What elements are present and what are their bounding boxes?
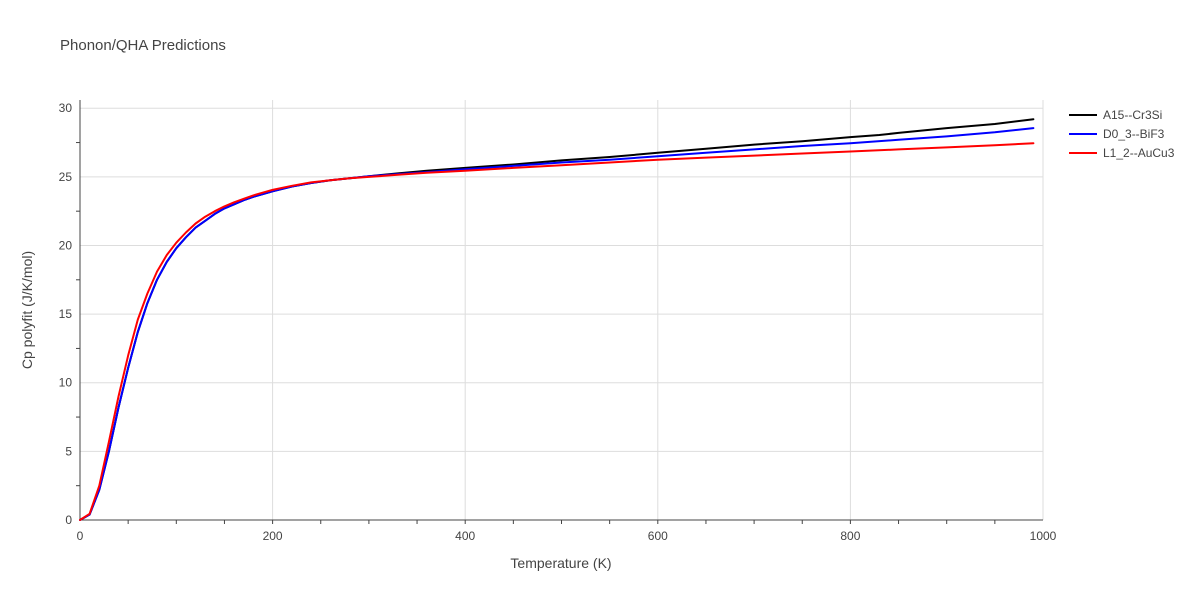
series-layer <box>79 118 1035 521</box>
legend-item-2[interactable]: D0_3--BiF3 <box>1069 127 1165 141</box>
y-tick-label: 20 <box>59 238 73 252</box>
series-line-2[interactable] <box>79 127 1035 521</box>
legend-label: D0_3--BiF3 <box>1103 127 1165 141</box>
y-tick-label: 30 <box>59 101 73 115</box>
y-tick-label: 0 <box>65 513 72 527</box>
x-tick-label: 400 <box>455 529 475 543</box>
y-axis-title: Cp polyfit (J/K/mol) <box>19 251 35 369</box>
x-tick-label: 600 <box>648 529 668 543</box>
y-tick-label: 5 <box>65 444 72 458</box>
axis-layer: 0 200 400 600 800 1000 0 5 10 15 20 25 30 <box>59 100 1057 543</box>
grid-layer <box>80 100 1044 520</box>
legend[interactable]: A15--Cr3Si D0_3--BiF3 L1_2--AuCu3 <box>1069 108 1175 160</box>
chart-title: Phonon/QHA Predictions <box>60 37 226 54</box>
legend-item-1[interactable]: A15--Cr3Si <box>1069 108 1162 122</box>
x-tick-label: 0 <box>77 529 84 543</box>
y-tick-label: 25 <box>59 170 73 184</box>
x-tick-label: 1000 <box>1030 529 1057 543</box>
legend-label: L1_2--AuCu3 <box>1103 146 1175 160</box>
legend-label: A15--Cr3Si <box>1103 108 1162 122</box>
series-line-3[interactable] <box>79 142 1035 521</box>
y-tick-label: 15 <box>59 307 73 321</box>
legend-item-3[interactable]: L1_2--AuCu3 <box>1069 146 1175 160</box>
x-axis-title: Temperature (K) <box>510 555 611 571</box>
series-line-1[interactable] <box>79 118 1035 521</box>
x-tick-label: 200 <box>263 529 283 543</box>
x-tick-label: 800 <box>840 529 860 543</box>
y-tick-label: 10 <box>59 376 73 390</box>
